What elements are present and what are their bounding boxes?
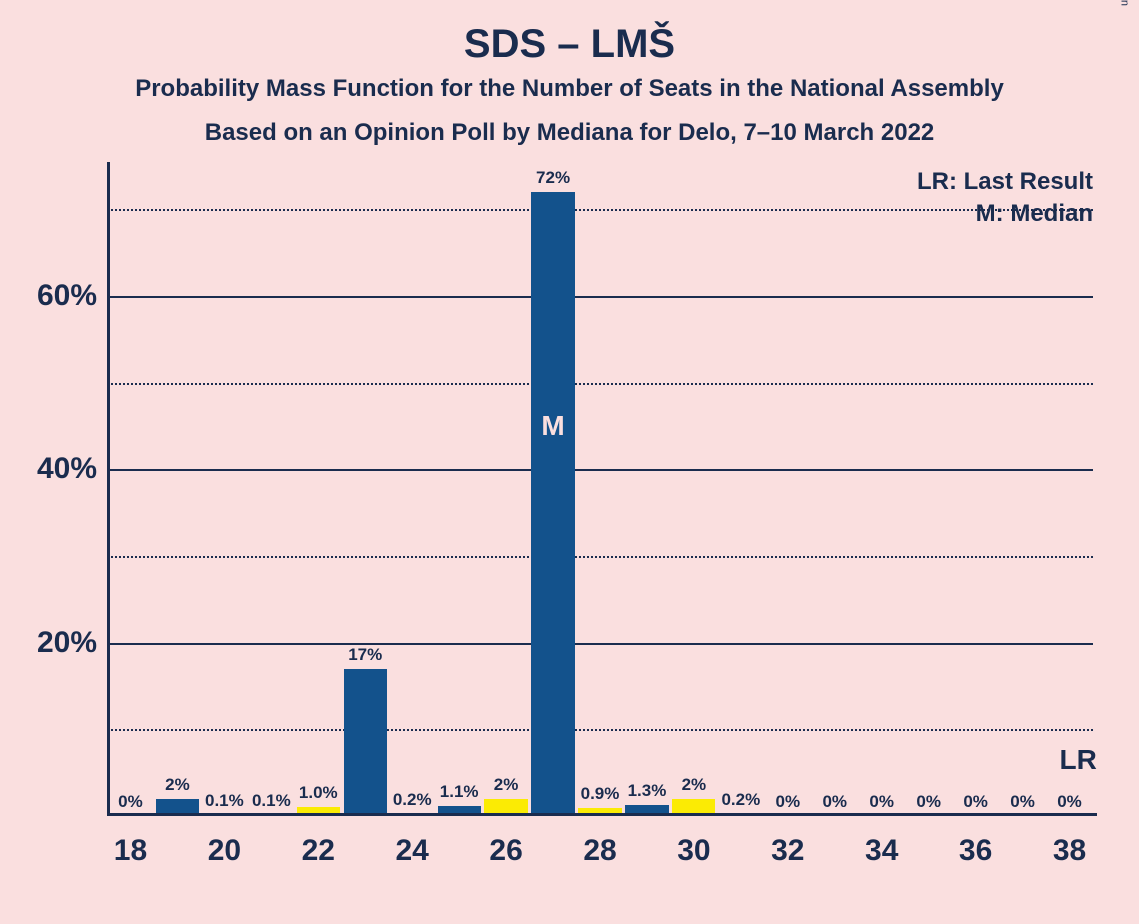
median-marker: M: [541, 410, 564, 442]
xtick-label: 30: [677, 834, 710, 868]
bar: [531, 192, 574, 816]
grid-major: [107, 643, 1093, 645]
ytick-label: 60%: [37, 279, 97, 313]
grid-minor: [107, 729, 1093, 731]
bar-value-label: 0.9%: [581, 784, 620, 804]
grid-minor: [107, 383, 1093, 385]
grid-minor: [107, 556, 1093, 558]
chart-legend: LR: Last Result M: Median: [917, 166, 1093, 231]
xtick-label: 26: [489, 834, 522, 868]
bar-value-label: 0%: [869, 792, 894, 812]
grid-major: [107, 469, 1093, 471]
chart-title: SDS – LMŠ: [0, 0, 1139, 67]
ytick-label: 40%: [37, 452, 97, 486]
bar-value-label: 0.1%: [252, 791, 291, 811]
bar-value-label: 0.2%: [721, 790, 760, 810]
bar-value-label: 2%: [682, 775, 707, 795]
bar-value-label: 72%: [536, 168, 570, 188]
xtick-label: 24: [396, 834, 429, 868]
ytick-label: 20%: [37, 626, 97, 660]
grid-minor: [107, 209, 1093, 211]
xtick-label: 20: [208, 834, 241, 868]
bar: [344, 669, 387, 816]
xtick-label: 38: [1053, 834, 1086, 868]
chart-subtitle-2: Based on an Opinion Poll by Mediana for …: [0, 119, 1139, 147]
xtick-label: 22: [302, 834, 335, 868]
lr-marker: LR: [1060, 744, 1097, 776]
bar-value-label: 0.1%: [205, 791, 244, 811]
bar-value-label: 2%: [494, 775, 519, 795]
bar-value-label: 1.1%: [440, 782, 479, 802]
bar-value-label: 0%: [1010, 792, 1035, 812]
xtick-label: 18: [114, 834, 147, 868]
xtick-label: 36: [959, 834, 992, 868]
bar-value-label: 0%: [822, 792, 847, 812]
y-axis: [107, 162, 110, 816]
chart-subtitle-1: Probability Mass Function for the Number…: [0, 75, 1139, 103]
x-axis: [107, 813, 1097, 816]
bar-value-label: 0%: [916, 792, 941, 812]
grid-major: [107, 296, 1093, 298]
xtick-label: 28: [583, 834, 616, 868]
legend-lr: LR: Last Result: [917, 166, 1093, 198]
bar-value-label: 0%: [776, 792, 801, 812]
xtick-label: 32: [771, 834, 804, 868]
bar-value-label: 1.0%: [299, 783, 338, 803]
bar-value-label: 17%: [348, 645, 382, 665]
bar-value-label: 0%: [1057, 792, 1082, 812]
bar-value-label: 1.3%: [628, 781, 667, 801]
bar-value-label: 0%: [963, 792, 988, 812]
bar-value-label: 0.2%: [393, 790, 432, 810]
bar-value-label: 0%: [118, 792, 143, 812]
legend-m: M: Median: [917, 198, 1093, 230]
bar-value-label: 2%: [165, 775, 190, 795]
chart-plot-area: LR: Last Result M: Median LR 20%40%60%0%…: [107, 166, 1093, 816]
copyright-text: © 2022 Filip van Laenen: [1118, 0, 1130, 6]
xtick-label: 34: [865, 834, 898, 868]
